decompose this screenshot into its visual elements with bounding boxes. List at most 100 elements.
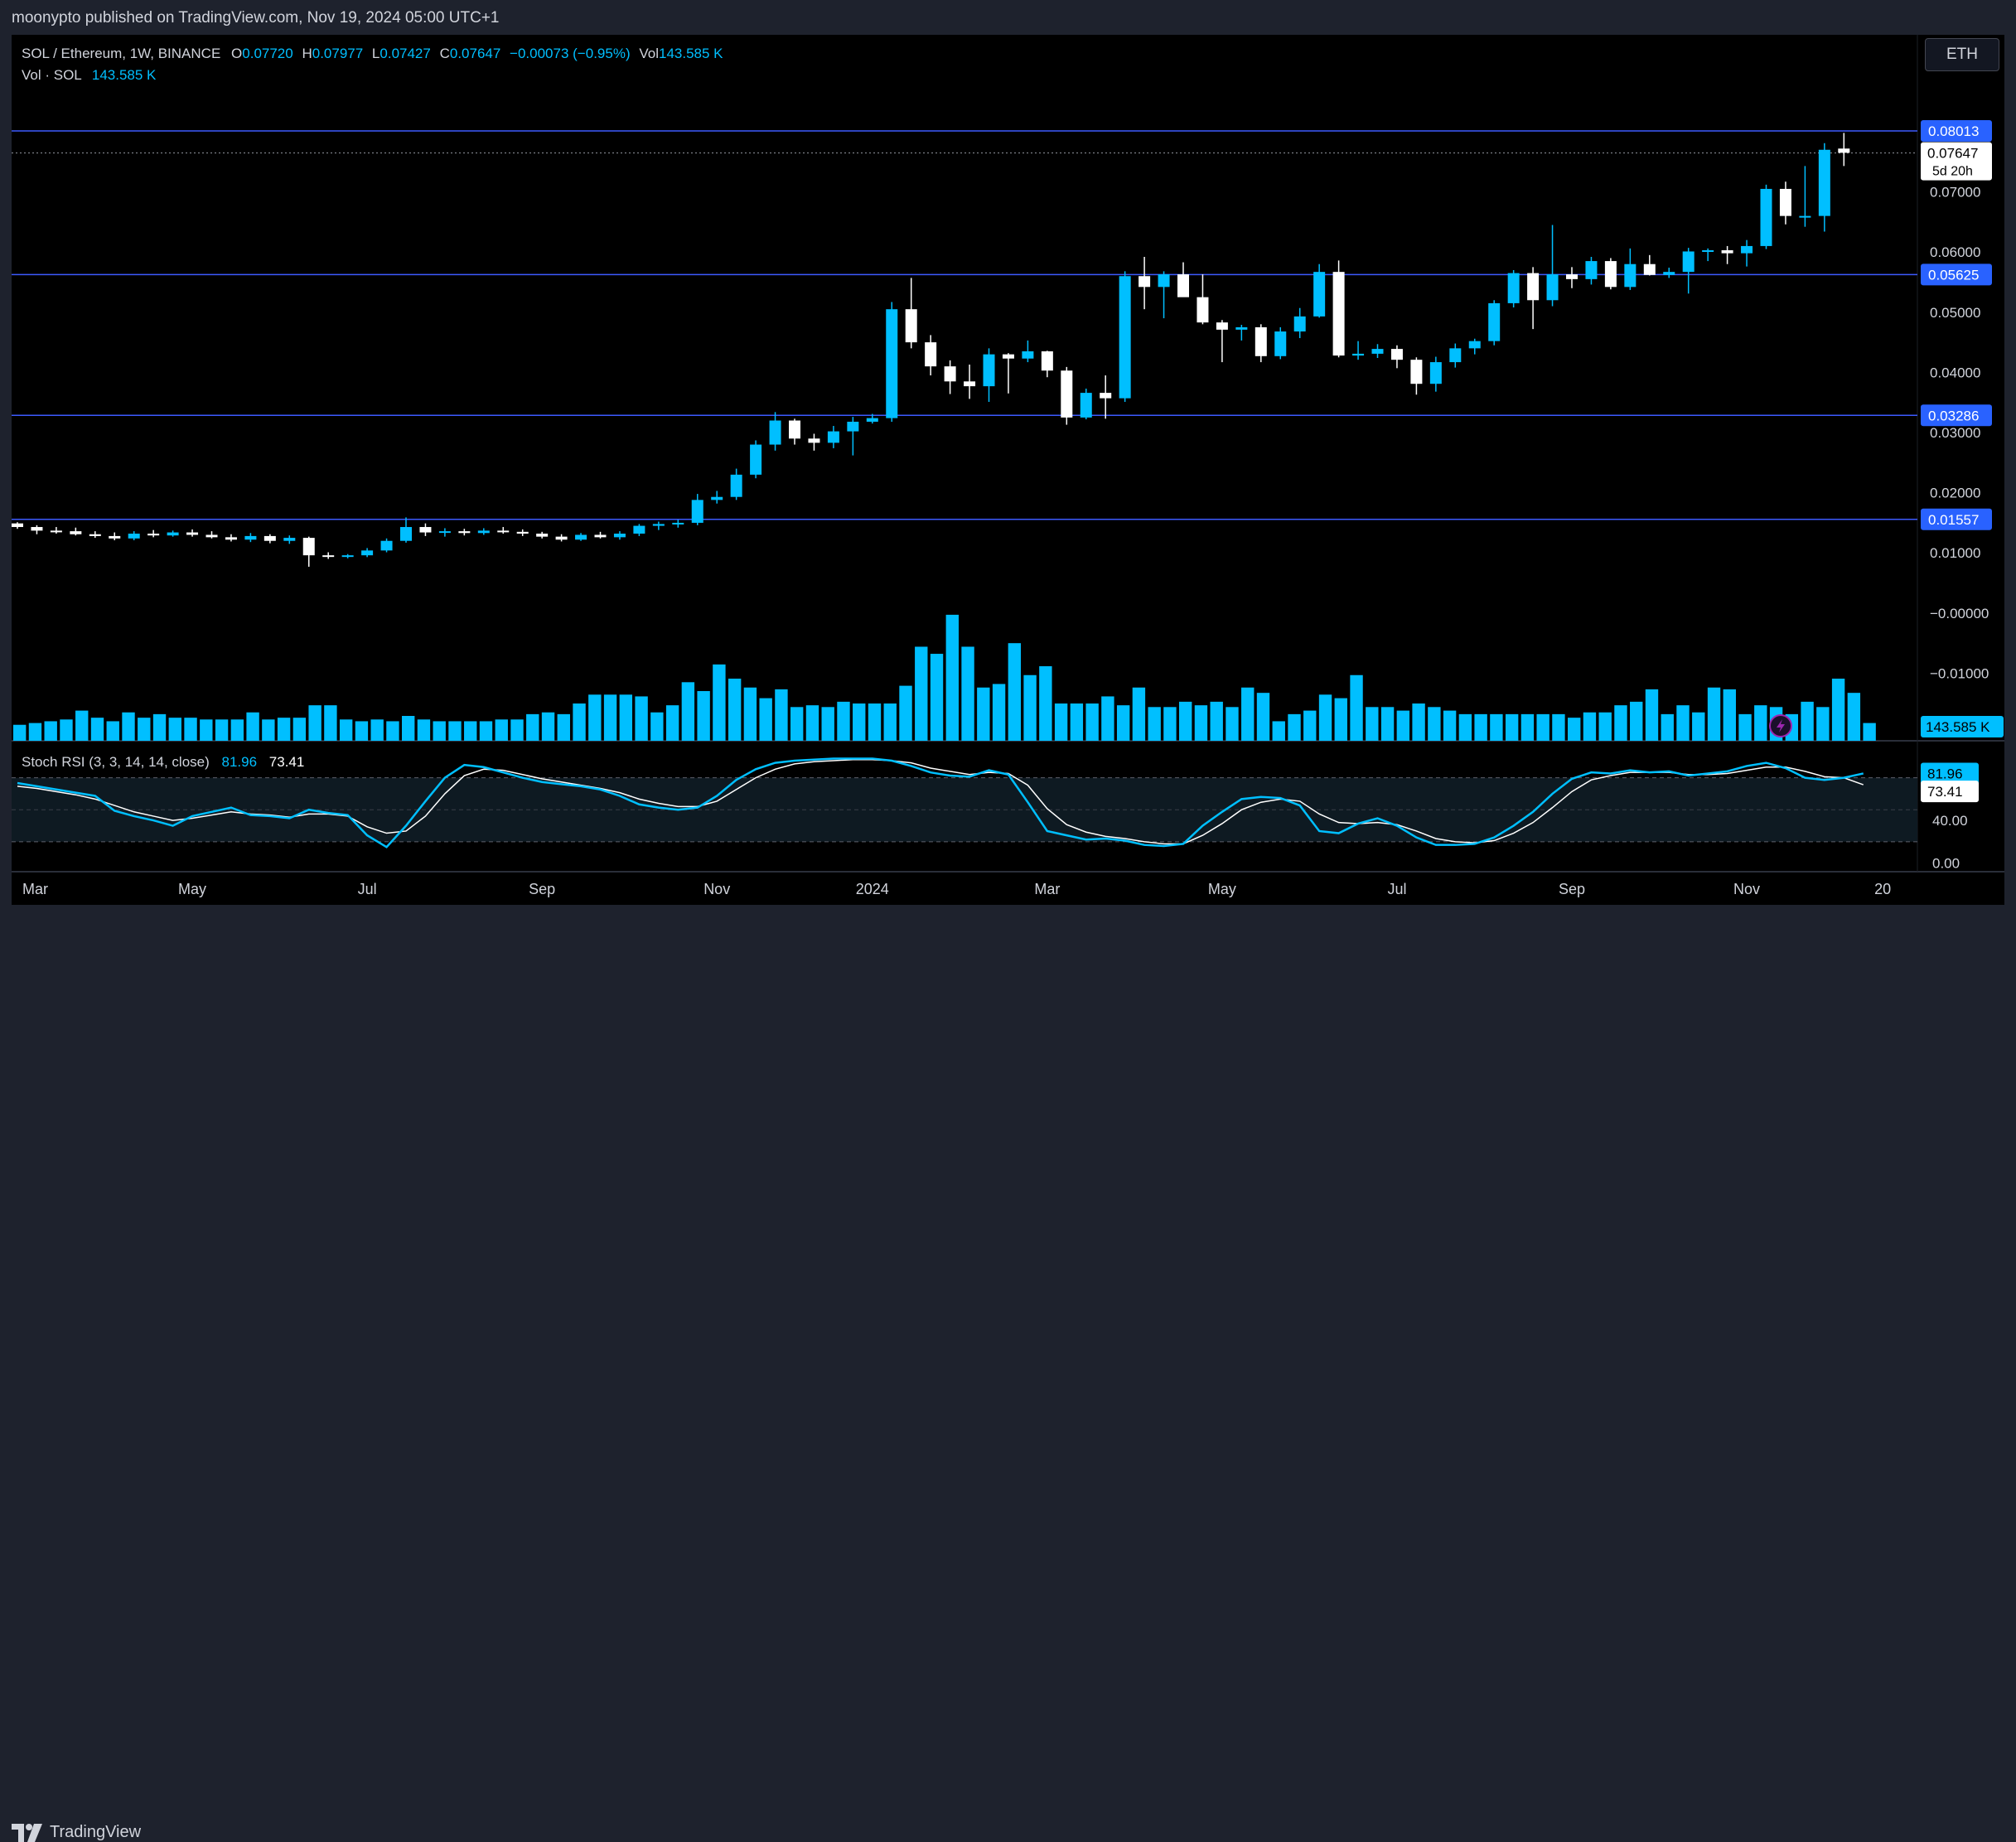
candle-body (866, 418, 878, 422)
candle-body (1119, 276, 1131, 399)
time-tick-label: Nov (703, 881, 730, 897)
legend-vol-label: Vol (639, 46, 659, 61)
candle-body (1197, 297, 1209, 323)
candle-body (1721, 250, 1733, 254)
time-tick-label: Jul (358, 881, 377, 897)
candle-body (1313, 272, 1326, 317)
volume-bar (1318, 694, 1332, 741)
chart-canvas[interactable]: 0.07000 0.06000 0.05000 0.04000 0.03000 0.020… (12, 35, 2004, 905)
legend-l-label: L (372, 46, 380, 61)
volume-bar (1443, 710, 1457, 741)
footer-bar: TradingView (0, 905, 2016, 1842)
price-tick-label: 0.02000 (1930, 486, 1980, 501)
candle-body (1100, 393, 1112, 399)
volume-bar (1661, 713, 1674, 741)
volume-bar (1085, 703, 1099, 741)
price-tick-label: 0.05000 (1930, 305, 1980, 321)
volume-bar (635, 696, 648, 741)
volume-bar (324, 705, 337, 741)
volume-bar (230, 719, 244, 741)
volume-bar (1568, 718, 1581, 741)
candle-body (147, 534, 160, 536)
chart-frame[interactable]: 0.07000 0.06000 0.05000 0.04000 0.03000 0.020… (12, 35, 2004, 905)
volume-bar (977, 687, 990, 741)
candle-body (886, 309, 898, 418)
candle-body (167, 532, 179, 536)
volume-bar (215, 719, 229, 741)
legend-o-value: 0.07720 (242, 46, 292, 61)
volume-bar (292, 718, 307, 741)
currency-button[interactable]: ETH (1925, 38, 1999, 71)
volume-bar (790, 707, 804, 741)
volume-bar (60, 719, 73, 741)
candle-body (1041, 351, 1053, 371)
candle-body (1585, 261, 1598, 279)
candle-body (419, 527, 432, 533)
candle-body (1139, 276, 1151, 288)
candle-body (70, 531, 82, 534)
candle-body (789, 420, 800, 439)
candle-body (1546, 274, 1559, 301)
volume-bar (90, 718, 104, 741)
price-tick-label: 0.07000 (1930, 185, 1980, 201)
volume-bar (1210, 701, 1223, 741)
volume-bar (1350, 674, 1363, 741)
volume-bar (805, 705, 819, 741)
rsi-d-badge-label: 73.41 (1927, 784, 1963, 800)
level-badge (1921, 120, 1992, 143)
volume-bar (386, 721, 399, 741)
volume-bars (13, 614, 1876, 741)
volume-bar (1179, 701, 1192, 741)
current-price-badge (1921, 142, 1992, 181)
rsi-legend-d: 73.41 (269, 754, 305, 770)
horizontal-levels (12, 130, 1917, 520)
level-badge (1921, 263, 1992, 286)
volume-bar (541, 712, 555, 741)
volume-badge (1921, 716, 2004, 737)
rsi-legend-k: 81.96 (222, 754, 258, 770)
volume-bar (650, 712, 664, 741)
volume-bar (1272, 721, 1285, 741)
time-tick-label: Jul (1387, 881, 1406, 897)
price-axis: 0.07000 0.06000 0.05000 0.04000 0.03000 0.020… (1921, 120, 2004, 872)
candle-body (1682, 251, 1695, 273)
candle-body (1507, 273, 1520, 303)
candle-body (594, 534, 607, 538)
candle-body (827, 431, 839, 443)
candle-body (205, 534, 218, 538)
flash-icon[interactable] (1769, 714, 1792, 737)
candle-body (244, 535, 257, 540)
candle-body (691, 500, 703, 523)
candle-body (1566, 274, 1578, 279)
candle-body (1332, 272, 1345, 356)
volume-bar (883, 703, 897, 741)
volume-bar (713, 664, 726, 741)
volume-bar (1536, 713, 1549, 741)
volume-bar (697, 691, 710, 741)
volume-bar (339, 719, 353, 741)
volume-bar (1008, 643, 1022, 741)
candle-body (302, 538, 315, 556)
volume-bar (526, 713, 539, 741)
volume-bar (28, 723, 42, 741)
volume-bar (1132, 687, 1146, 741)
level-badge (1921, 508, 1992, 530)
time-tick-label: May (178, 881, 206, 897)
stoch-rsi-pane (12, 757, 1917, 848)
volume-bar (665, 705, 679, 741)
candle-body (477, 530, 490, 534)
volume-bar (1194, 705, 1208, 741)
candle-body (50, 530, 62, 533)
volume-bar (1023, 674, 1037, 741)
publish-header: moonypto published on TradingView.com, N… (0, 0, 2016, 35)
price-tick-label: 0.01000 (1930, 545, 1980, 561)
candle-body (322, 555, 335, 558)
level-badge-label: 0.05625 (1928, 267, 1979, 283)
tradingview-brand-text: TradingView (50, 1823, 142, 1841)
candle-body (944, 366, 956, 382)
volume-bar (1505, 713, 1519, 741)
time-tick-label: Sep (1559, 881, 1585, 897)
time-tick-label: Mar (1034, 881, 1060, 897)
volume-bar (44, 721, 57, 741)
candle-body (1468, 341, 1481, 349)
